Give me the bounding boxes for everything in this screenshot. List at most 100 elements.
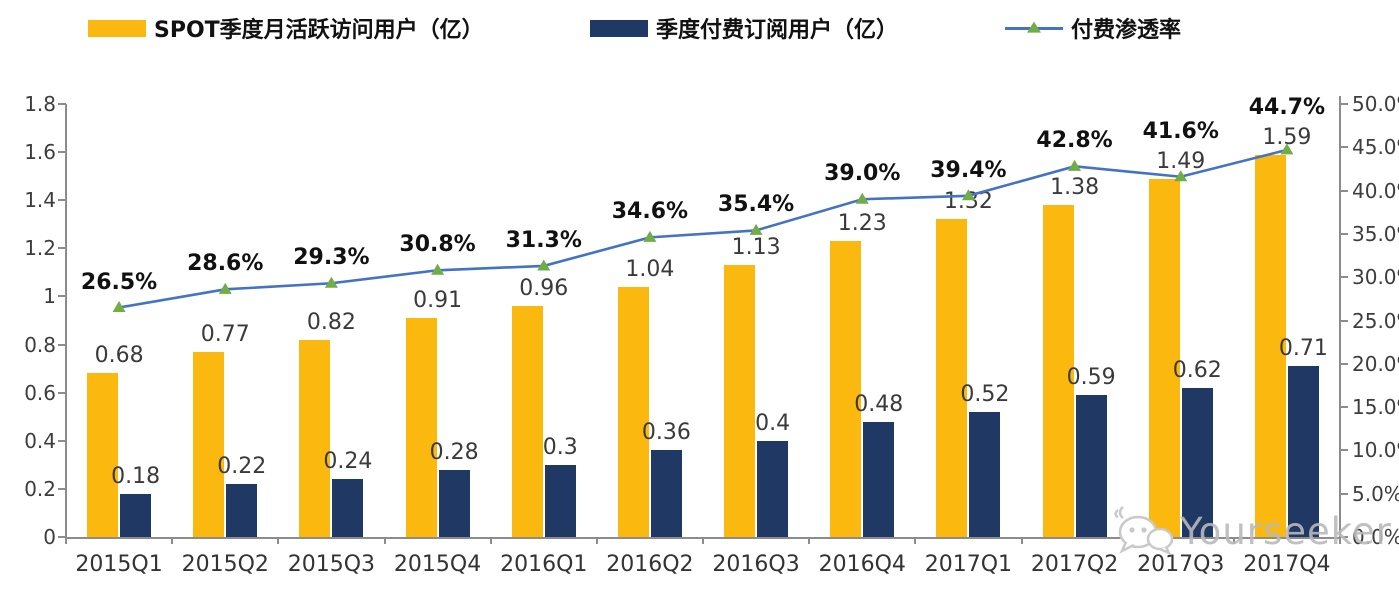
y-axis-right-label: 0.0%: [1352, 525, 1399, 549]
subs-bar: [438, 469, 470, 537]
y-axis-left-label: 0.6: [24, 380, 56, 405]
subs-value-label: 0.22: [217, 454, 267, 480]
legend-label-subs: 季度付费订阅用户（亿）: [656, 18, 899, 43]
triangle-marker-icon: [1027, 21, 1041, 33]
subs-bar: [544, 464, 576, 537]
y-axis-right: [1339, 96, 1341, 537]
subs-value-label: 0.36: [641, 420, 691, 446]
mau-value-label: 0.68: [94, 343, 144, 369]
line-marker-swatch-icon: [1005, 21, 1063, 33]
y-axis-right-label: 15.0%: [1352, 395, 1399, 420]
subs-bar: [1181, 387, 1213, 537]
y-axis-left-label: 0.8: [24, 332, 56, 357]
x-axis-tick: [702, 537, 704, 544]
mau-value-label: 0.77: [200, 321, 250, 347]
y-axis-left-label: 0: [43, 525, 56, 549]
y-axis-right-tick: [1340, 536, 1348, 538]
subs-value-label: 0.52: [960, 381, 1010, 407]
y-axis-right-label: 10.0%: [1352, 438, 1399, 463]
subs-value-label: 0.59: [1066, 365, 1116, 391]
subs-bar: [226, 484, 258, 537]
y-axis-right-tick: [1340, 362, 1348, 365]
penetration-label: 26.5%: [80, 269, 158, 295]
penetration-label: 42.8%: [1036, 128, 1113, 154]
triangle-marker-icon: [537, 259, 551, 271]
penetration-label: 39.4%: [930, 157, 1007, 183]
mau-value-label: 0.82: [306, 309, 356, 335]
watermark-text: Yourseeker: [1180, 509, 1392, 553]
subs-value-label: 0.71: [1278, 336, 1328, 362]
mau-value-label: 0.96: [519, 276, 569, 302]
mau-bar: [299, 339, 331, 537]
y-axis-right-label: 20.0%: [1352, 351, 1399, 376]
triangle-marker-icon: [643, 230, 657, 242]
x-axis-tick: [383, 537, 386, 544]
y-axis-right-label: 30.0%: [1352, 265, 1399, 290]
subs-bar: [650, 450, 682, 537]
penetration-label: 28.6%: [187, 251, 264, 277]
y-axis-left-tick: [58, 536, 66, 538]
x-axis-label: 2016Q3: [712, 552, 800, 577]
x-axis-label: 2016Q1: [500, 552, 588, 577]
mau-bar: [724, 265, 756, 537]
legend-item-mau: SPOT季度月活跃访问用户（亿）: [88, 16, 484, 43]
x-axis-tick: [1339, 537, 1341, 544]
mau-value-label: 1.59: [1262, 124, 1312, 150]
y-axis-right-label: 35.0%: [1352, 221, 1399, 246]
x-axis-tick: [65, 537, 67, 544]
mau-value-label: 1.49: [1156, 148, 1206, 174]
subs-bar: [332, 479, 364, 537]
x-axis-label: 2015Q4: [393, 552, 482, 577]
y-axis-left-tick: [58, 343, 66, 346]
x-axis-label: 2016Q2: [606, 552, 694, 577]
penetration-label: 39.0%: [824, 161, 901, 187]
mau-bar: [87, 373, 119, 537]
legend-label-mau: SPOT季度月活跃访问用户（亿）: [154, 18, 484, 43]
penetration-label: 29.3%: [293, 245, 370, 271]
wechat-icon: [1114, 506, 1174, 556]
penetration-label: 41.6%: [1142, 118, 1219, 144]
y-axis-right-label: 45.0%: [1352, 135, 1399, 160]
y-axis-left-tick: [58, 487, 66, 490]
subs-value-label: 0.62: [1172, 357, 1222, 383]
y-axis-left-tick: [58, 439, 66, 442]
y-axis-right-tick: [1340, 492, 1348, 495]
triangle-marker-icon: [218, 282, 232, 294]
penetration-label: 31.3%: [505, 227, 582, 253]
y-axis-right-tick: [1340, 232, 1348, 235]
x-axis-label: 2015Q1: [75, 552, 163, 577]
y-axis-right-label: 5.0%: [1352, 481, 1399, 506]
y-axis-left-label: 1.8: [24, 92, 56, 116]
y-axis-right-label: 50.0%: [1352, 92, 1399, 116]
triangle-marker-icon: [749, 223, 763, 235]
mau-bar: [511, 306, 543, 537]
x-axis-label: 2017Q2: [1030, 552, 1119, 577]
mau-value-label: 1.13: [731, 235, 781, 261]
y-axis-right-label: 40.0%: [1352, 178, 1399, 203]
mau-bar: [830, 241, 862, 537]
legend-item-penetration: 付费渗透率: [1005, 16, 1181, 43]
y-axis-left: [65, 104, 67, 537]
x-axis-label: 2017Q1: [924, 552, 1013, 577]
mau-value-label: 1.32: [943, 189, 993, 215]
mau-value-label: 1.38: [1050, 175, 1100, 201]
subs-value-label: 0.18: [111, 463, 161, 489]
x-axis-tick: [808, 537, 811, 544]
y-axis-right-tick: [1340, 189, 1348, 192]
watermark: Yourseeker: [1112, 506, 1392, 556]
mau-bar: [617, 286, 649, 537]
subs-bar: [1075, 395, 1107, 537]
y-axis-right-label: 25.0%: [1352, 308, 1399, 333]
mau-value-label: 1.04: [625, 256, 675, 282]
triangle-marker-icon: [1068, 159, 1082, 171]
triangle-marker-icon: [855, 192, 869, 204]
subs-value-label: 0.48: [854, 391, 904, 417]
y-axis-left-label: 1: [43, 284, 56, 309]
x-axis-tick: [277, 537, 280, 544]
y-axis-right-tick: [1340, 406, 1348, 409]
x-axis-tick: [914, 537, 917, 544]
x-axis-tick: [595, 537, 598, 544]
subs-bar-swatch-icon: [590, 19, 648, 37]
mau-value-label: 1.23: [837, 211, 887, 237]
